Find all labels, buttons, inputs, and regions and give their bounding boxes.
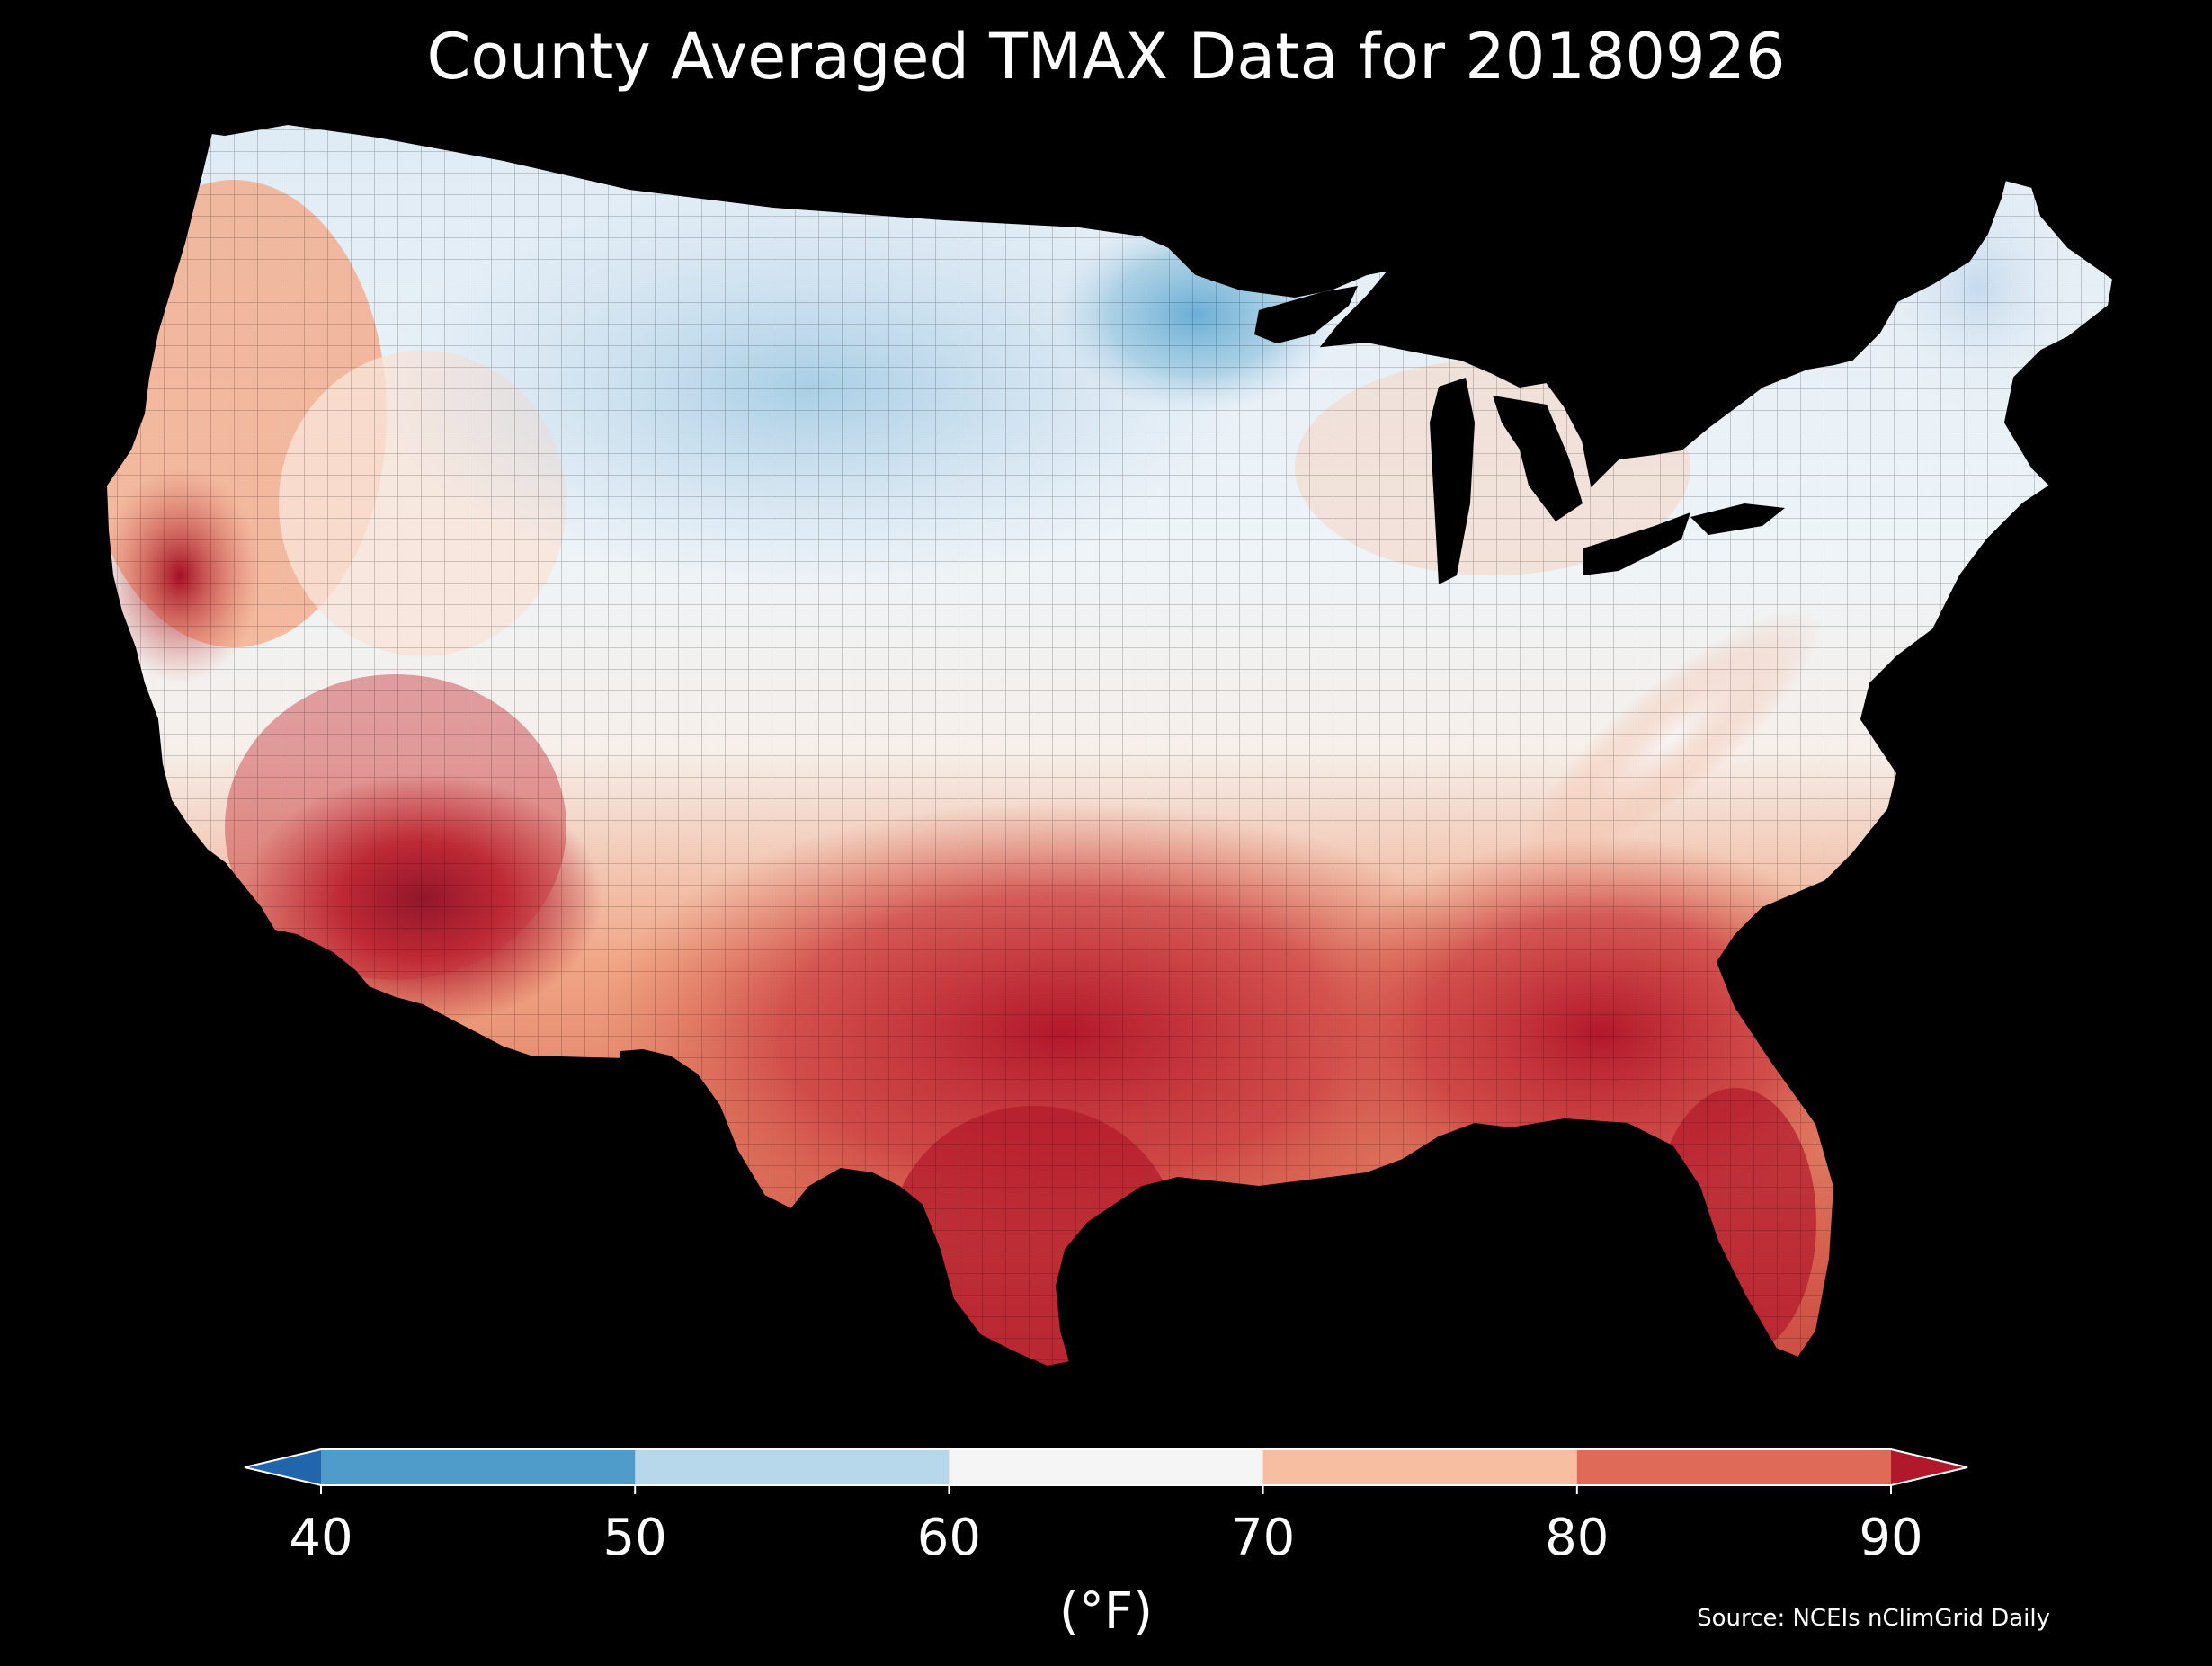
colorbar-segment xyxy=(1262,1449,1578,1485)
source-credit: Source: NCEIs nClimGrid Daily xyxy=(1697,1605,2050,1632)
colorbar-segment xyxy=(1576,1449,1892,1485)
colorbar-segment xyxy=(321,1449,636,1485)
colorbar-tick-label: 60 xyxy=(916,1509,982,1567)
colorbar-tick-label: 90 xyxy=(1859,1509,1923,1567)
colorbar-unit-label: (°F) xyxy=(1059,1582,1153,1641)
colorbar-tick-label: 70 xyxy=(1230,1509,1296,1567)
colorbar-extend-high xyxy=(1891,1449,1967,1485)
colorbar-segment xyxy=(949,1449,1264,1485)
colorbar-segment xyxy=(635,1449,950,1485)
colorbar-tick-label: 80 xyxy=(1545,1509,1610,1567)
colorbar-tick-label: 50 xyxy=(602,1509,667,1567)
conus-outline xyxy=(104,122,2115,1368)
great-lakes xyxy=(1254,286,1785,584)
colorbar-extend-low xyxy=(245,1449,321,1485)
colorbar xyxy=(244,1448,1968,1494)
colorbar-tick-label: 40 xyxy=(289,1509,353,1567)
map-title: County Averaged TMAX Data for 20180926 xyxy=(426,20,1786,94)
